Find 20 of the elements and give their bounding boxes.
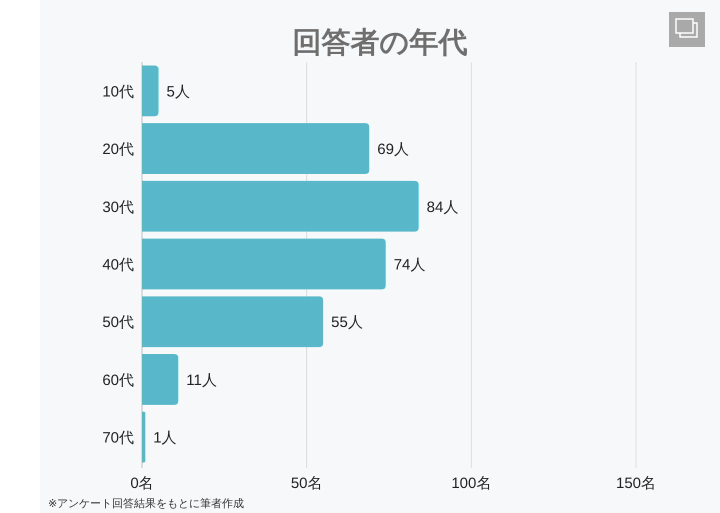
- x-tick-label: 50名: [290, 475, 323, 492]
- data-label: 5人: [166, 83, 190, 100]
- x-tick-label: 0名: [130, 475, 154, 492]
- y-tick-label: 60代: [102, 372, 134, 389]
- y-tick-label: 70代: [102, 430, 134, 447]
- y-tick-label: 10代: [102, 83, 134, 100]
- y-tick-label: 30代: [102, 198, 134, 216]
- data-label: 11人: [186, 372, 217, 389]
- y-tick-label: 50代: [102, 314, 134, 332]
- data-label: 69人: [377, 141, 409, 158]
- data-label: 84人: [426, 198, 458, 216]
- y-tick-label: 20代: [102, 141, 134, 158]
- x-tick-label: 100名: [451, 475, 492, 492]
- chart-title: 回答者の年代: [292, 27, 468, 59]
- data-label: 74人: [394, 256, 426, 274]
- annotation: ※アンケート回答結果をもとに筆者作成: [48, 498, 244, 510]
- y-tick-label: 40代: [102, 256, 134, 274]
- data-label: 1人: [153, 430, 177, 447]
- data-label: 55人: [331, 314, 363, 332]
- x-tick-label: 150名: [616, 475, 656, 492]
